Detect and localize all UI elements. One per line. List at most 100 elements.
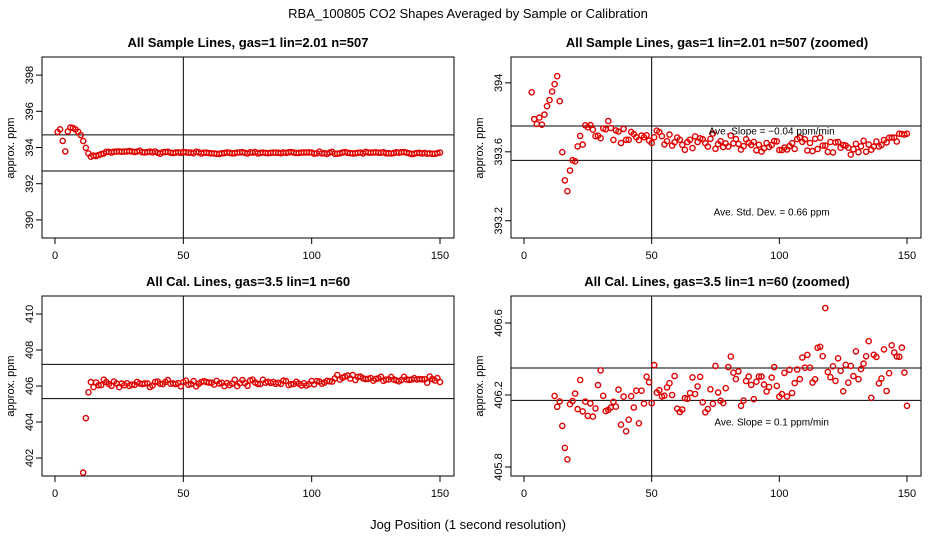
plot-area: 0 50 100 150 390 392 394 396 398 (24, 57, 454, 262)
data-point (839, 387, 847, 395)
plot-area: 0 50 100 150 402 404 406 408 410 (24, 296, 454, 500)
data-point (753, 378, 760, 386)
data-point (56, 126, 64, 133)
y-tick-label: 398 (24, 66, 36, 84)
x-tick-label: 0 (52, 488, 58, 500)
data-point (574, 405, 581, 413)
panel-title: All Sample Lines, gas=1 lin=2.01 n=507 (… (566, 35, 868, 50)
data-point (553, 403, 561, 411)
data-point (579, 408, 587, 415)
data-point (650, 133, 658, 141)
data-point (190, 377, 197, 385)
data-point (847, 151, 855, 158)
data-point (773, 138, 781, 145)
data-point (541, 111, 548, 118)
data-point (824, 148, 832, 156)
data-point (622, 136, 630, 144)
data-point (750, 138, 758, 146)
data-point (732, 135, 740, 143)
data-point (712, 362, 719, 370)
data-point (686, 389, 694, 397)
data-point (594, 381, 602, 389)
data-point (852, 348, 860, 355)
data-point (571, 390, 579, 397)
data-point (592, 405, 599, 412)
data-point (732, 375, 740, 383)
data-point (548, 88, 556, 95)
x-tick-label: 50 (177, 250, 189, 262)
data-point (788, 389, 796, 397)
data-point (704, 143, 712, 150)
data-point (576, 132, 584, 140)
data-point (244, 382, 251, 390)
data-point (765, 383, 773, 391)
data-point (569, 397, 576, 405)
main-title: RBA_100805 CO2 Shapes Averaged by Sample… (288, 6, 648, 21)
data-point (737, 402, 745, 410)
data-point (714, 389, 722, 396)
data-point (801, 135, 809, 143)
panel-bottom-right: All Cal. Lines, gas=3.5 lin=1 n=60 (zoom… (474, 274, 922, 500)
data-point (254, 380, 262, 388)
data-point (901, 369, 908, 376)
shared-x-axis-label: Jog Position (1 second resolution) (370, 517, 566, 532)
data-point (753, 146, 760, 154)
data-point (681, 146, 689, 154)
data-point (436, 149, 444, 156)
panel-bottom-left: All Cal. Lines, gas=3.5 lin=1 n=60 appro… (5, 274, 455, 500)
data-point (630, 404, 638, 411)
data-point (597, 367, 604, 374)
data-point (857, 142, 865, 150)
data-point (627, 392, 635, 400)
data-point (79, 137, 87, 145)
data-point (855, 375, 862, 383)
x-tick-label: 100 (770, 250, 788, 262)
data-point (834, 354, 842, 362)
data-point (806, 139, 814, 147)
data-point (709, 400, 717, 408)
x-tick-label: 0 (52, 250, 58, 262)
data-point (605, 117, 612, 125)
y-tick-label: 410 (24, 305, 36, 323)
data-point (730, 369, 737, 377)
data-point (837, 367, 844, 375)
data-point (829, 362, 837, 370)
data-point (898, 344, 906, 351)
plot-area: 0 50 100 150 393.2 393.6 394 Ave. Slope = −0.04… (493, 57, 921, 262)
data-point (822, 142, 829, 149)
data-point (536, 114, 543, 121)
data-point (847, 362, 855, 370)
data-point (842, 361, 850, 369)
data-point (694, 383, 701, 390)
data-point (865, 337, 873, 345)
data-point (82, 414, 90, 422)
data-point (873, 138, 880, 145)
data-point (850, 145, 857, 153)
data-point (128, 381, 136, 388)
panel-title: All Cal. Lines, gas=3.5 lin=1 n=60 (zoom… (584, 274, 850, 289)
data-point (878, 141, 885, 149)
data-point (559, 148, 566, 156)
x-tick-label: 150 (898, 488, 916, 500)
data-point (819, 142, 827, 149)
data-point (707, 385, 714, 393)
data-point (625, 416, 633, 424)
y-tick-label: 406.6 (493, 309, 505, 337)
data-point (615, 386, 622, 393)
data-point (59, 137, 67, 145)
panel-top-left: All Sample Lines, gas=1 lin=2.01 n=507 a… (5, 35, 455, 262)
x-tick-label: 50 (177, 488, 189, 500)
y-tick-label: 393.6 (493, 138, 505, 166)
data-point (610, 136, 617, 144)
data-point (633, 387, 640, 395)
data-point (860, 137, 867, 145)
data-point (745, 373, 753, 380)
data-point (832, 377, 839, 385)
y-axis-label: approx. ppm (5, 117, 17, 178)
plot-frame (41, 56, 455, 239)
data-point (839, 141, 847, 149)
data-point (770, 363, 778, 371)
data-point (566, 167, 574, 174)
data-point (97, 381, 105, 389)
